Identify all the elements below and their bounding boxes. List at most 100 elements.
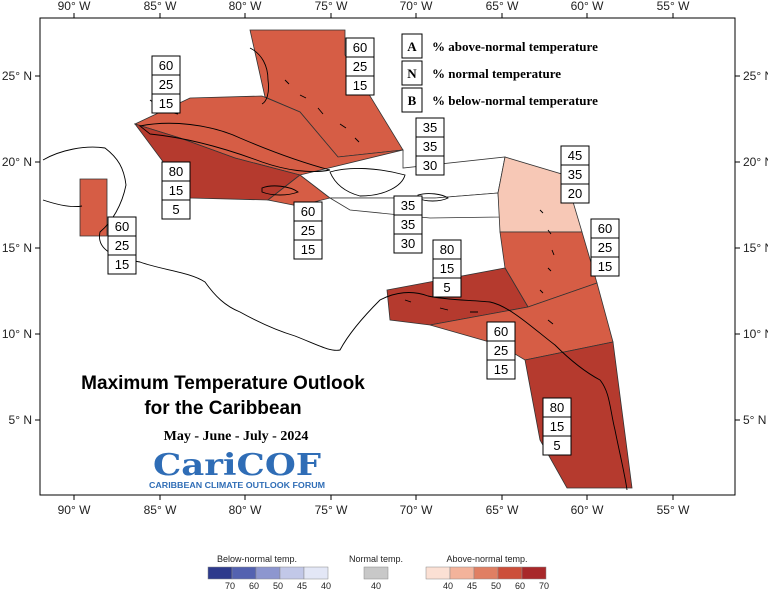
above-normal-value: 35 <box>423 120 437 135</box>
lat-label: 20° N <box>743 155 768 169</box>
key-box <box>401 33 423 59</box>
probability-tables: 60 25 15 60 25 15 80 15 5 60 25 15 35 35 30 35 35 30 60 25 1… <box>107 37 620 456</box>
normal-value: 35 <box>401 217 415 232</box>
probability-table: 60 25 15 <box>590 218 620 277</box>
lat-labels-left: 25° N 20° N 15° N 10° N 5° N <box>2 69 32 427</box>
normal-value: 25 <box>353 59 367 74</box>
below-normal-value: 5 <box>172 202 179 217</box>
jamaica-coast <box>261 185 299 196</box>
lon-label: 75° W <box>315 0 348 13</box>
normal-value: 35 <box>568 167 582 182</box>
above-normal-value: 60 <box>598 221 612 236</box>
lon-label: 70° W <box>400 0 433 13</box>
legend-below-swatch <box>255 566 281 580</box>
key-box <box>401 60 423 86</box>
legend-above-label: 70 <box>539 581 549 590</box>
legend-above-swatch <box>473 566 499 580</box>
legend-above-label: 60 <box>515 581 525 590</box>
below-normal-value: 15 <box>598 259 612 274</box>
lat-label: 25° N <box>2 69 32 83</box>
normal-value: 35 <box>423 139 437 154</box>
lon-label: 65° W <box>486 0 519 13</box>
lon-label: 60° W <box>571 503 604 517</box>
florida-coast <box>249 47 269 105</box>
probability-table: 80 15 5 <box>432 239 462 298</box>
normal-value: 25 <box>598 240 612 255</box>
legend-title-below: Below-normal temp. <box>217 554 297 564</box>
probability-table: 80 15 5 <box>542 397 572 456</box>
probability-cell <box>486 359 516 380</box>
lon-label: 55° W <box>657 0 690 13</box>
logo-subtitle: CARIBBEAN CLIMATE OUTLOOK FORUM <box>149 481 325 490</box>
legend-above-swatch <box>425 566 451 580</box>
probability-table: 60 25 15 <box>293 201 323 260</box>
probability-table: 35 35 30 <box>415 117 445 176</box>
legend-above-swatch <box>449 566 475 580</box>
legend-below-swatch <box>279 566 305 580</box>
lon-labels-top: 90° W 85° W 80° W 75° W 70° W 65° W 60° … <box>58 0 690 13</box>
lon-label: 85° W <box>144 503 177 517</box>
legend-below-swatch <box>303 566 329 580</box>
lat-label: 10° N <box>2 327 32 341</box>
legend-title-normal: Normal temp. <box>349 554 403 564</box>
key-text: % normal temperature <box>432 66 561 81</box>
above-normal-value: 80 <box>169 164 183 179</box>
below-normal-value: 5 <box>553 438 560 453</box>
legend-above-label: 45 <box>467 581 477 590</box>
legend-below-label: 60 <box>249 581 259 590</box>
probability-cell <box>107 254 137 275</box>
probability-cell <box>560 183 590 204</box>
normal-value: 15 <box>169 183 183 198</box>
above-normal-value: 80 <box>440 242 454 257</box>
below-normal-value: 15 <box>301 242 315 257</box>
legend-below-label: 45 <box>297 581 307 590</box>
normal-value: 25 <box>301 223 315 238</box>
lon-ticks <box>73 13 674 500</box>
probability-key: A N B % above-normal temperature % norma… <box>401 33 598 113</box>
lat-label: 25° N <box>743 69 768 83</box>
key-text: % below-normal temperature <box>432 93 598 108</box>
above-normal-value: 60 <box>353 40 367 55</box>
lat-label: 5° N <box>9 413 32 427</box>
lat-labels-right: 25° N 20° N 15° N 10° N 5° N <box>743 69 768 427</box>
normal-value: 25 <box>115 238 129 253</box>
legend-swatches: 70 60 50 45 40 40 40 45 50 60 70 <box>207 566 549 590</box>
lon-label: 75° W <box>315 503 348 517</box>
logo-wordmark: CariCOF <box>153 448 321 483</box>
lon-label: 65° W <box>486 503 519 517</box>
above-normal-value: 60 <box>494 324 508 339</box>
puerto-rico-coast <box>417 193 449 202</box>
lon-label: 55° W <box>657 503 690 517</box>
legend-below-swatch <box>231 566 257 580</box>
below-normal-value: 30 <box>401 236 415 251</box>
lon-labels-bottom: 90° W 85° W 80° W 75° W 70° W 65° W 60° … <box>58 503 690 517</box>
lat-label: 20° N <box>2 155 32 169</box>
probability-cell <box>542 435 572 456</box>
normal-value: 15 <box>550 419 564 434</box>
below-normal-value: 30 <box>423 158 437 173</box>
normal-value: 25 <box>159 77 173 92</box>
lon-label: 70° W <box>400 503 433 517</box>
probability-table: 80 15 5 <box>161 161 191 220</box>
mainland-coast <box>42 146 628 491</box>
below-normal-value: 15 <box>115 257 129 272</box>
lat-label: 15° N <box>743 241 768 255</box>
season-label: May - June - July - 2024 <box>164 429 309 444</box>
probability-table: 35 35 30 <box>393 195 423 254</box>
probability-table: 60 25 15 <box>151 55 181 114</box>
gulf-coast <box>42 199 83 208</box>
bahamas-islands <box>284 79 360 143</box>
probability-cell <box>393 233 423 254</box>
probability-cell <box>432 277 462 298</box>
probability-table: 60 25 15 <box>345 37 375 96</box>
legend-below-label: 40 <box>321 581 331 590</box>
probability-cell <box>345 75 375 96</box>
key-letter: A <box>407 39 417 54</box>
color-legend: Below-normal temp. Normal temp. Above-no… <box>207 554 549 590</box>
lon-label: 80° W <box>229 0 262 13</box>
legend-below-label: 70 <box>225 581 235 590</box>
cuba-coast <box>138 122 331 172</box>
probability-cell <box>590 256 620 277</box>
probability-table: 60 25 15 <box>486 321 516 380</box>
